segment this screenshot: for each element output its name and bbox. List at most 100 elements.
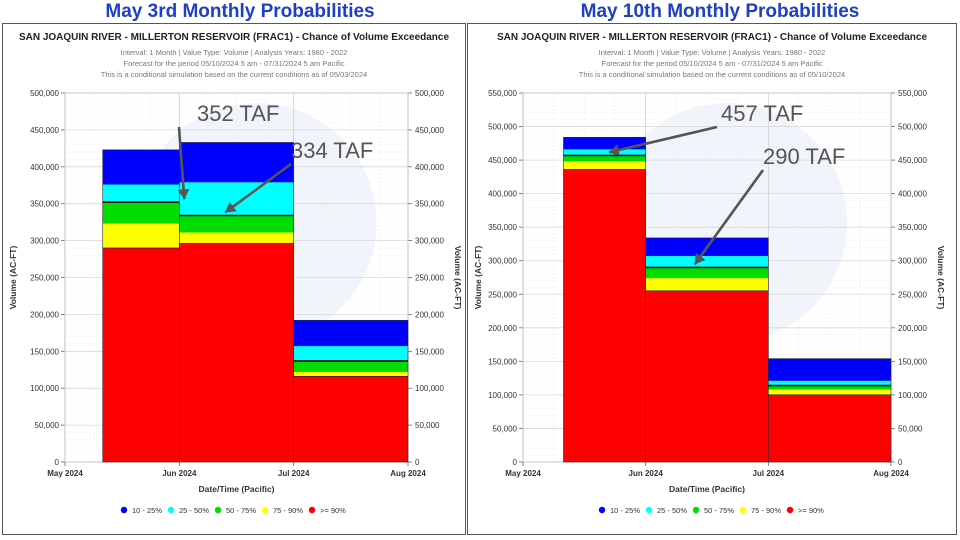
bar-segment-10-25	[768, 358, 891, 381]
bar-segment-25-50	[768, 380, 891, 386]
bar-segment-ge90	[179, 243, 294, 462]
bar-segment-10-25	[293, 320, 408, 347]
chart-subtitle: Interval: 1 Month | Value Type: Volume |…	[599, 48, 826, 57]
bar-segment-75-90	[563, 161, 646, 170]
y-tick-label-right: 0	[415, 458, 420, 467]
y-tick-label-left: 550,000	[488, 89, 517, 98]
legend-label: >= 90%	[320, 506, 346, 515]
x-tick-label: Aug 2024	[873, 469, 909, 478]
legend-label: 50 - 75%	[704, 506, 734, 515]
annotation-label: 457 TAF	[721, 101, 803, 126]
y-tick-label-right: 350,000	[415, 200, 444, 209]
y-tick-label-left: 0	[513, 458, 518, 467]
legend-label: 25 - 50%	[657, 506, 687, 515]
y-tick-label-right: 100,000	[415, 384, 444, 393]
bar-outline	[645, 237, 769, 463]
y-tick-label-left: 350,000	[488, 223, 517, 232]
annotation-arrowhead	[225, 201, 237, 213]
bar-segment-25-50	[179, 182, 294, 216]
y-tick-label-right: 450,000	[415, 126, 444, 135]
bar-segment-25-50	[645, 256, 769, 268]
y-tick-label-left: 0	[55, 458, 60, 467]
annotation-arrow	[693, 169, 765, 266]
chart-panel-right: SAN JOAQUIN RIVER - MILLERTON RESERVOIR …	[467, 23, 957, 535]
y-tick-label-right: 350,000	[898, 223, 927, 232]
bar-segment-10-25	[102, 149, 180, 185]
x-tick-label: Aug 2024	[390, 469, 426, 478]
bar-segment-ge90	[102, 247, 180, 462]
annotation-label: 334 TAF	[291, 138, 373, 163]
chart-subtitle: Interval: 1 Month | Value Type: Volume |…	[121, 48, 348, 57]
y-tick-label-right: 550,000	[898, 89, 927, 98]
y-tick-label-left: 500,000	[30, 89, 59, 98]
y-tick-label-left: 450,000	[488, 156, 517, 165]
y-tick-label-left: 300,000	[30, 237, 59, 246]
bar-segment-75-90	[645, 278, 769, 291]
annotation-arrow	[177, 126, 186, 200]
legend-marker	[167, 506, 175, 514]
y-tick-label-left: 200,000	[488, 324, 517, 333]
y-axis-label-right: Volume (AC-FT)	[936, 246, 946, 310]
legend-marker	[214, 506, 222, 514]
y-tick-label-right: 0	[898, 458, 903, 467]
y-axis-label-right: Volume (AC-FT)	[453, 246, 463, 310]
y-tick-label-right: 150,000	[415, 347, 444, 356]
annotation-label: 352 TAF	[197, 101, 279, 126]
legend-marker	[120, 506, 128, 514]
x-tick-label: Jun 2024	[162, 469, 197, 478]
x-tick-label: May 2024	[505, 469, 541, 478]
y-tick-label-left: 150,000	[30, 347, 59, 356]
y-tick-label-left: 200,000	[30, 310, 59, 319]
legend-marker	[692, 506, 700, 514]
annotation-arrow	[224, 162, 292, 214]
annotation-arrow	[608, 125, 718, 154]
legend-marker	[739, 506, 747, 514]
y-tick-label-right: 200,000	[898, 324, 927, 333]
y-tick-label-right: 500,000	[415, 89, 444, 98]
y-tick-label-right: 250,000	[898, 290, 927, 299]
legend-label: 75 - 90%	[751, 506, 781, 515]
x-tick-label: Jul 2024	[753, 469, 785, 478]
bar-segment-50-75	[563, 155, 646, 162]
y-tick-label-right: 250,000	[415, 274, 444, 283]
y-axis-label-left: Volume (AC-FT)	[8, 246, 18, 310]
annotation-label: 290 TAF	[763, 144, 845, 169]
annotation-arrowhead	[177, 188, 190, 200]
y-tick-label-left: 500,000	[488, 123, 517, 132]
y-tick-label-left: 250,000	[488, 290, 517, 299]
chart-panel-left: SAN JOAQUIN RIVER - MILLERTON RESERVOIR …	[2, 23, 466, 535]
bar-segment-50-75	[645, 267, 769, 279]
legend-label: 10 - 25%	[132, 506, 162, 515]
bar-segment-10-25	[563, 137, 646, 150]
chart-svg-left: SAN JOAQUIN RIVER - MILLERTON RESERVOIR …	[8, 32, 463, 515]
page-title-left: May 3rd Monthly Probabilities	[105, 1, 375, 22]
y-tick-label-left: 400,000	[488, 190, 517, 199]
bar-segment-10-25	[179, 142, 294, 183]
annotation-arrowhead	[608, 144, 620, 156]
bar-outline	[293, 320, 409, 463]
bar-segment-ge90	[645, 290, 769, 462]
bar-segment-75-90	[293, 371, 408, 377]
y-tick-label-left: 50,000	[35, 421, 60, 430]
y-tick-label-right: 500,000	[898, 123, 927, 132]
bar-segment-50-75	[293, 360, 408, 372]
bar-segment-50-75	[102, 202, 180, 224]
y-axis-label-left: Volume (AC-FT)	[473, 246, 483, 310]
legend-label: >= 90%	[798, 506, 824, 515]
bar-segment-ge90	[563, 169, 646, 462]
legend-label: 25 - 50%	[179, 506, 209, 515]
chart-svg-right: SAN JOAQUIN RIVER - MILLERTON RESERVOIR …	[473, 32, 946, 515]
legend-marker	[308, 506, 316, 514]
legend-marker	[786, 506, 794, 514]
x-tick-label: May 2024	[47, 469, 83, 478]
y-tick-label-right: 300,000	[415, 237, 444, 246]
y-tick-label-right: 400,000	[898, 190, 927, 199]
bar-segment-75-90	[179, 232, 294, 244]
y-tick-label-right: 300,000	[898, 257, 927, 266]
bar-outline	[768, 358, 892, 463]
y-tick-label-left: 350,000	[30, 200, 59, 209]
x-tick-label: Jun 2024	[629, 469, 664, 478]
y-tick-label-right: 400,000	[415, 163, 444, 172]
y-tick-label-right: 50,000	[415, 421, 440, 430]
bar-segment-ge90	[293, 376, 408, 462]
